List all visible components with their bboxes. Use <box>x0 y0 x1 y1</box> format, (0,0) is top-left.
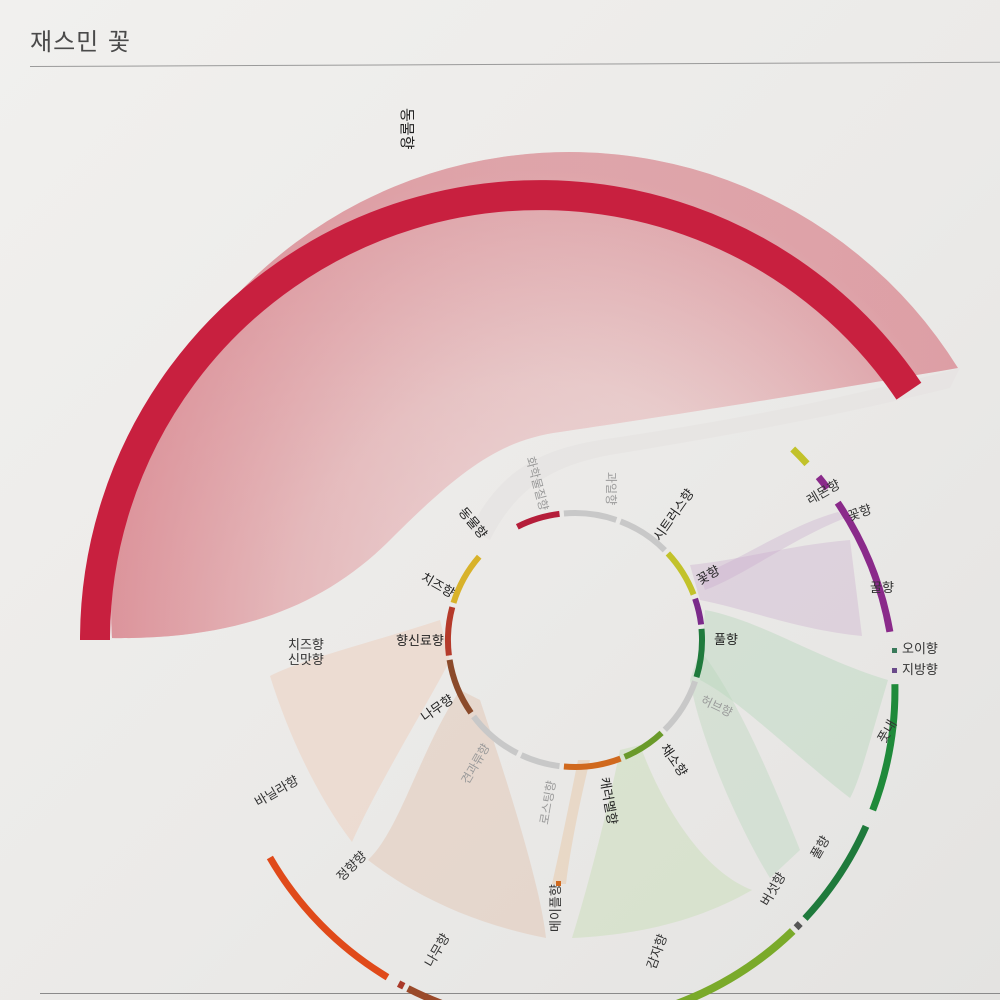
inner-ring <box>444 510 705 770</box>
ribbon-animal-link <box>470 368 960 540</box>
outer-label-sour: 신맛향 <box>288 653 324 668</box>
outer-arc-grass <box>802 824 870 921</box>
ribbon-animal-shade <box>110 151 958 639</box>
outer-marker-cucumber <box>892 648 897 653</box>
inner-arc-roasting <box>520 752 560 770</box>
inner-label-vegetable: 채소향 <box>657 742 690 780</box>
inner-arc-caramel <box>563 755 622 770</box>
outer-arc-honey <box>834 500 894 633</box>
outer-label-cheese: 치즈향 <box>288 638 324 653</box>
outer-label-grass: 풀향 <box>808 834 833 862</box>
outer-arc-flower <box>815 474 831 491</box>
inner-arc-nut <box>471 714 519 756</box>
ribbon-caramel <box>552 760 590 884</box>
inner-arc-vegetable <box>623 730 664 760</box>
outer-arc-mushroom <box>793 921 803 931</box>
outer-ring <box>80 180 922 1000</box>
outer-marker-maple <box>556 881 561 886</box>
ribbon-spice <box>270 620 450 842</box>
outer-label-clove: 정향향 <box>334 849 370 885</box>
outer-label-maple: 메이플향 <box>549 884 564 932</box>
outer-arc-lemon <box>790 446 810 467</box>
inner-label-roasting: 로스팅향 <box>537 780 558 826</box>
inner-label-grass: 풀향 <box>714 633 738 648</box>
outer-label-cucumber: 오이향 <box>902 642 938 657</box>
outer-label-fat: 지방향 <box>902 663 938 678</box>
ribbon-floral-2 <box>700 512 845 590</box>
inner-arc-herb <box>662 680 698 732</box>
ribbon-floral <box>690 540 862 636</box>
outer-label-vanilla: 바닐라향 <box>253 774 302 811</box>
ribbon-vegetable <box>572 745 752 938</box>
outer-label-honey: 꿀향 <box>870 581 894 596</box>
outer-arc-vanilla <box>266 855 390 981</box>
outer-label-potato: 감자향 <box>645 932 671 971</box>
outer-label-animal: 동물향 <box>398 108 416 150</box>
inner-arc-wood <box>446 659 474 715</box>
inner-arc-fruit <box>619 518 667 553</box>
inner-label-citrus: 시트러스향 <box>651 487 698 545</box>
inner-arc-chemical <box>563 510 618 523</box>
inner-arc-floral <box>692 597 705 625</box>
outer-label-wood: 나무향 <box>422 931 453 970</box>
outer-arc-wood <box>406 985 443 1000</box>
outer-label-mushroom: 버섯향 <box>758 870 789 909</box>
flow-ribbons <box>110 151 960 938</box>
inner-label-cheese: 치즈향 <box>418 570 457 601</box>
outer-arc-clove <box>396 980 406 990</box>
ribbon-woody <box>368 690 546 938</box>
ribbon-green <box>700 610 888 798</box>
outer-arc-animal <box>80 180 922 641</box>
outer-label-flower: 꽃향 <box>846 502 874 524</box>
inner-label-spice: 향신료향 <box>396 634 444 649</box>
inner-arc-citrus <box>665 551 697 596</box>
inner-arc-spice <box>444 606 456 656</box>
inner-arc-grass <box>693 628 705 678</box>
inner-label-fruit: 과일향 <box>604 472 618 505</box>
outer-arc-green <box>869 684 899 812</box>
outer-marker-fat <box>892 668 897 673</box>
inner-arc-cheese <box>450 554 482 604</box>
ribbon-green-2 <box>690 650 800 878</box>
bottom-divider <box>40 993 1000 994</box>
outer-arc-potato <box>675 928 796 1000</box>
inner-arc-animal <box>515 510 560 530</box>
page-title: 재스민 꽃 <box>30 28 131 56</box>
